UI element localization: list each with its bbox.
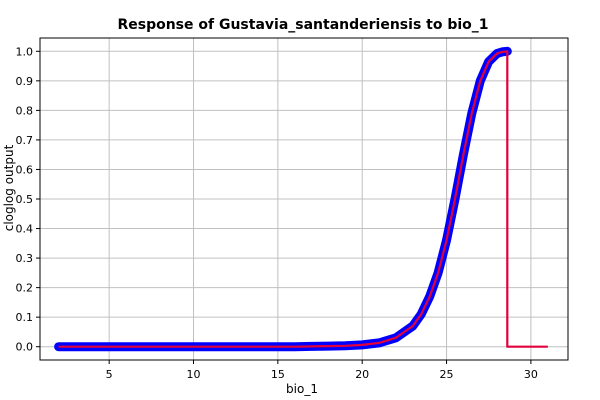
x-tick-label: 25 xyxy=(440,368,454,381)
chart-title: Response of Gustavia_santanderiensis to … xyxy=(117,17,488,33)
x-axis-label: bio_1 xyxy=(286,382,318,396)
y-tick-label: 1.0 xyxy=(16,45,34,58)
y-tick-label: 0.1 xyxy=(16,311,34,324)
y-tick-label: 0.0 xyxy=(16,341,34,354)
axes: 5 10 15 20 25 30 0.0 0.1 0.2 0.3 0.4 0.5 0.6 0.7 0.8 0.… xyxy=(16,37,569,381)
x-tick-label: 30 xyxy=(524,368,538,381)
y-tick-label: 0.3 xyxy=(16,252,34,265)
y-tick-label: 0.9 xyxy=(16,75,34,88)
x-tick-label: 20 xyxy=(355,368,369,381)
x-tick-label: 5 xyxy=(106,368,113,381)
y-tick-label: 0.6 xyxy=(16,163,34,176)
x-tick-label: 10 xyxy=(187,368,201,381)
x-tick-label: 15 xyxy=(271,368,285,381)
series-line xyxy=(58,50,548,348)
y-tick-label: 0.8 xyxy=(16,104,34,117)
y-tick-label: 0.2 xyxy=(16,282,34,295)
plot-area xyxy=(54,46,548,352)
y-tick-label: 0.5 xyxy=(16,193,34,206)
y-tick-label: 0.7 xyxy=(16,134,34,147)
y-axis-label: cloglog output xyxy=(2,144,16,231)
grid xyxy=(40,38,568,360)
y-tick-label: 0.4 xyxy=(16,223,34,236)
